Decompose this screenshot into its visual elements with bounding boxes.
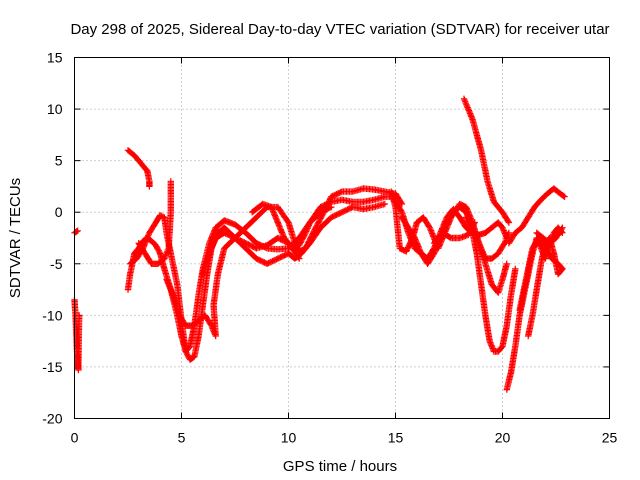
- y-tick-label: 10: [47, 101, 63, 117]
- series-s20: [533, 224, 566, 247]
- x-tick-label: 5: [178, 430, 186, 446]
- y-tick-label: -5: [50, 256, 63, 272]
- series-markers: [462, 214, 519, 355]
- x-tick-label: 0: [71, 430, 79, 446]
- y-tick-labels: -20 -15 -10 -5 0 5 10 15: [42, 50, 62, 427]
- series-s2: [71, 296, 83, 374]
- y-tick-label: 5: [55, 153, 63, 169]
- plot-frame: [74, 57, 610, 419]
- data-marks: [71, 95, 568, 393]
- x-tick-labels: 0 5 10 15 20 25: [71, 430, 618, 446]
- y-tick-label: -10: [42, 307, 62, 323]
- y-tick-label: -15: [42, 359, 62, 375]
- series-s6: [135, 178, 174, 267]
- axis-ticks: [74, 57, 610, 419]
- series-s14: [460, 95, 513, 226]
- series-s3: [124, 147, 153, 190]
- chart-title: Day 298 of 2025, Sidereal Day-to-day VTE…: [70, 21, 609, 38]
- x-tick-label: 10: [281, 430, 297, 446]
- series-s15: [462, 214, 519, 355]
- series-markers: [248, 200, 335, 252]
- series-s17: [505, 185, 568, 247]
- y-axis-title: SDTVAR / TECUs: [7, 178, 24, 298]
- x-tick-label: 25: [602, 430, 618, 446]
- series-markers: [135, 178, 174, 267]
- x-tick-label: 20: [495, 430, 511, 446]
- x-axis-title: GPS time / hours: [283, 458, 397, 475]
- y-tick-label: 15: [47, 50, 63, 66]
- series-s1: [71, 227, 81, 236]
- series-markers: [71, 227, 81, 236]
- series-markers: [505, 185, 568, 247]
- series-markers: [533, 224, 566, 247]
- grid-lines: [74, 57, 610, 419]
- y-tick-label: 0: [55, 204, 63, 220]
- y-tick-label: -20: [42, 411, 62, 427]
- series-markers: [460, 95, 513, 226]
- x-tick-label: 15: [388, 430, 404, 446]
- series-markers: [71, 296, 83, 374]
- series-markers: [124, 147, 153, 190]
- series-s9: [248, 200, 335, 252]
